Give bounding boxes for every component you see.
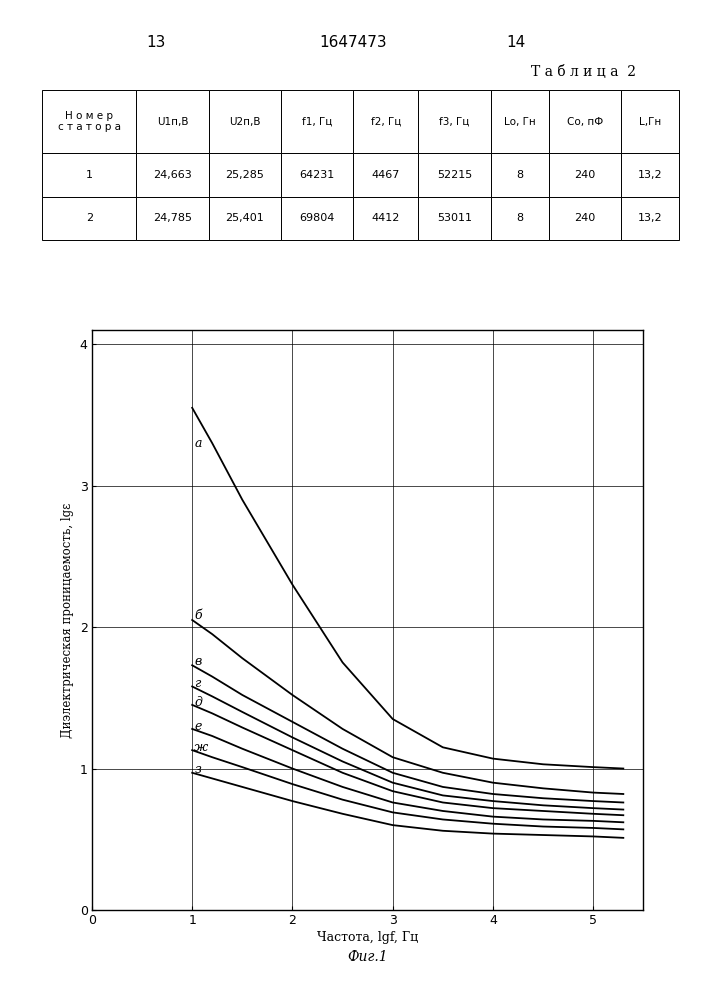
Text: Н о м е р
с т а т о р а: Н о м е р с т а т о р а [58,111,121,132]
Text: 240: 240 [574,170,595,180]
Text: Т а б л и ц а  2: Т а б л и ц а 2 [531,65,636,79]
Y-axis label: Диэлектрическая проницаемость, lgε: Диэлектрическая проницаемость, lgε [62,502,74,738]
Text: 13,2: 13,2 [638,213,662,223]
Text: Фиг.1: Фиг.1 [347,950,388,964]
Text: Lo, Гн: Lo, Гн [504,116,535,126]
Text: 53011: 53011 [437,213,472,223]
Text: 1647473: 1647473 [320,35,387,50]
Text: U2п,В: U2п,В [229,116,261,126]
Text: 69804: 69804 [300,213,335,223]
Text: 1: 1 [86,170,93,180]
Text: 2: 2 [86,213,93,223]
Text: f1, Гц: f1, Гц [302,116,332,126]
Text: ж: ж [194,741,209,754]
Text: 14: 14 [506,35,526,50]
Text: 24,663: 24,663 [153,170,192,180]
Text: г: г [194,677,201,690]
Text: L,Гн: L,Гн [638,116,661,126]
Text: Co, пФ: Co, пФ [566,116,603,126]
Text: д: д [194,696,202,709]
Text: б: б [194,609,201,622]
Text: 52215: 52215 [437,170,472,180]
Text: а: а [194,437,201,450]
Text: в: в [194,655,201,668]
Text: 13: 13 [146,35,165,50]
Text: f3, Гц: f3, Гц [439,116,469,126]
Text: 24,785: 24,785 [153,213,192,223]
Text: 8: 8 [516,170,523,180]
Text: U1п,В: U1п,В [157,116,188,126]
Text: 240: 240 [574,213,595,223]
Text: 4412: 4412 [372,213,400,223]
Text: 25,401: 25,401 [226,213,264,223]
Text: 8: 8 [516,213,523,223]
Text: f2, Гц: f2, Гц [370,116,401,126]
Text: 25,285: 25,285 [226,170,264,180]
Text: е: е [194,720,201,733]
Text: 4467: 4467 [372,170,400,180]
X-axis label: Частота, lgf, Гц: Частота, lgf, Гц [317,931,419,944]
Text: 64231: 64231 [300,170,335,180]
Text: 13,2: 13,2 [638,170,662,180]
Text: з: з [194,763,201,776]
